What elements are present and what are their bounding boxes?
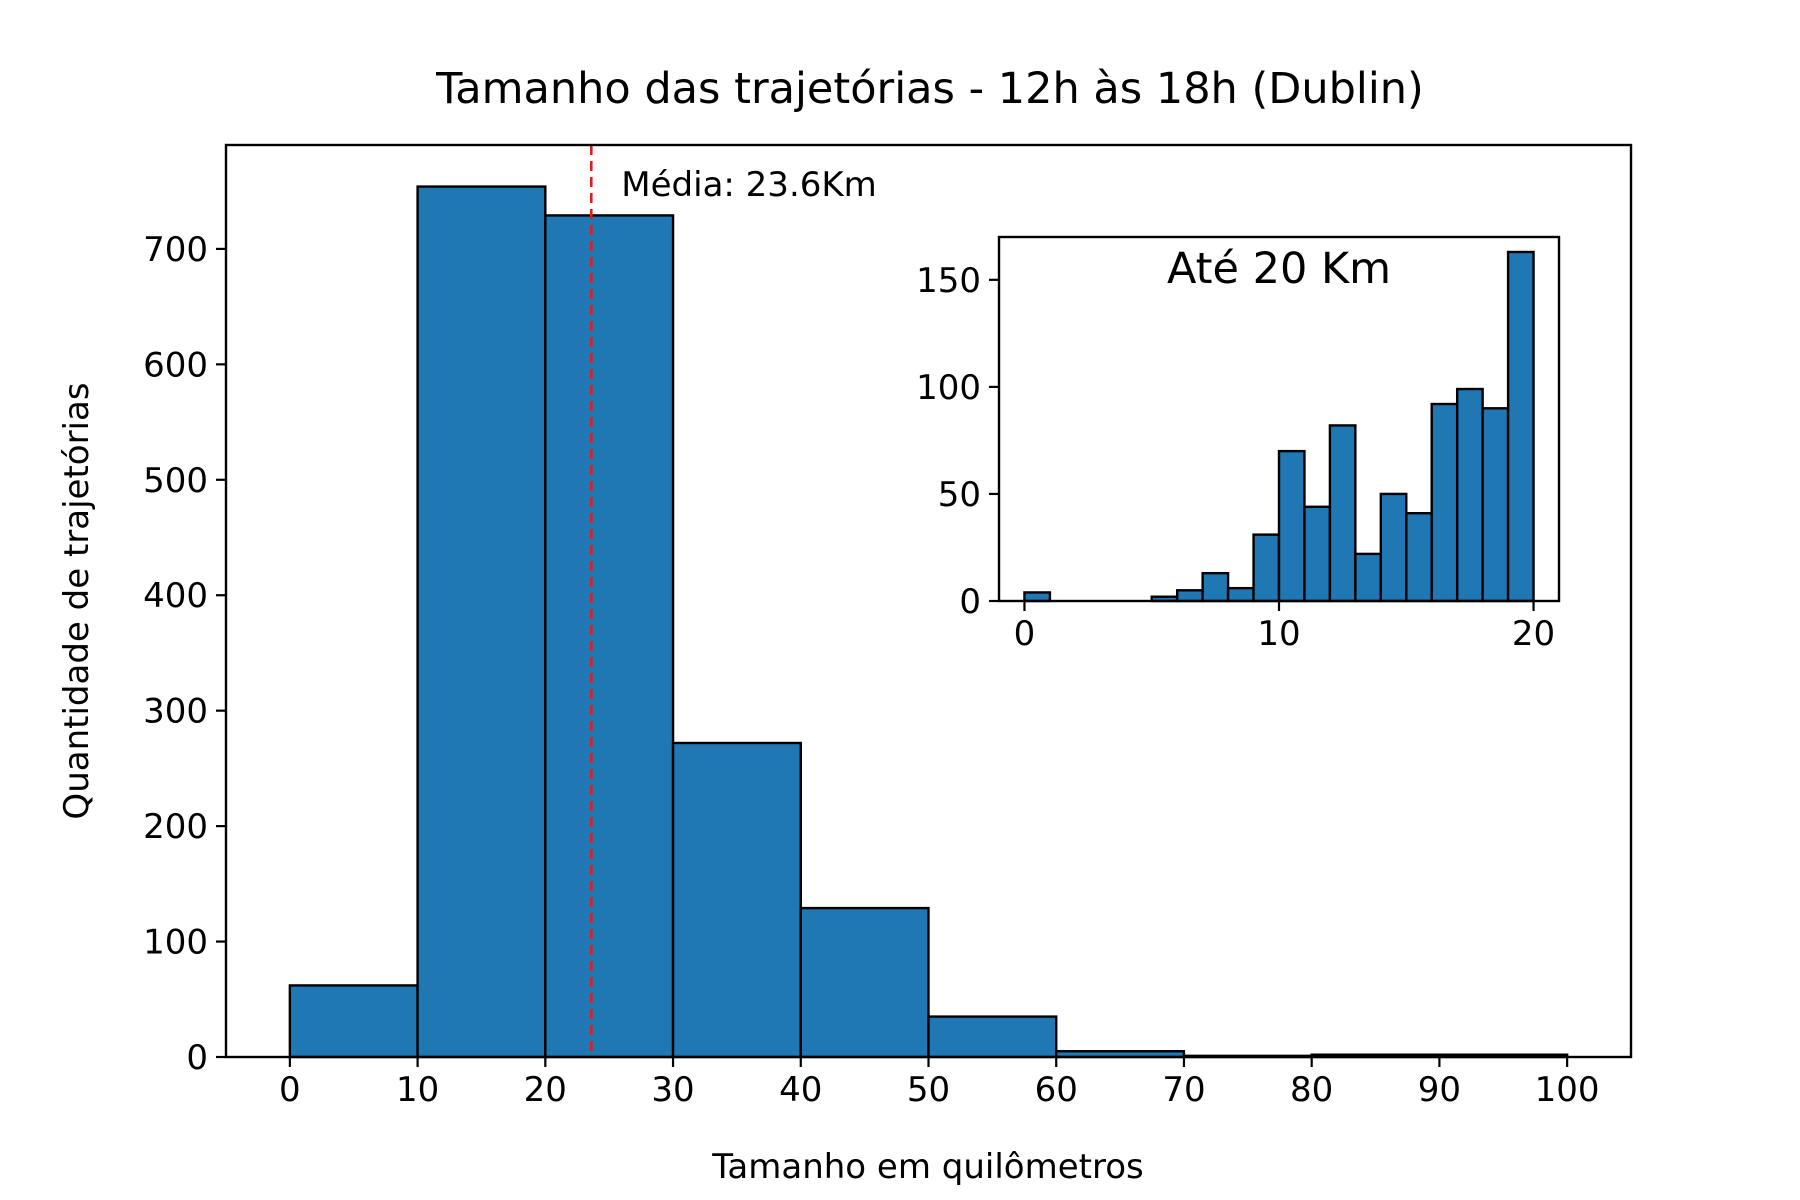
main-x-tick-label-3: 30 xyxy=(651,1070,694,1110)
x-axis-label: Tamanho em quilômetros xyxy=(711,1147,1143,1187)
inset-bar-19 xyxy=(1506,250,1535,603)
main-y-tick-label-0: 0 xyxy=(186,1038,208,1078)
inset-bar-7 xyxy=(1201,571,1230,603)
inset-x-tick-label-0: 0 xyxy=(1014,614,1036,654)
main-y-axis-ticks: 0 100 200 300 400 500 600 700 xyxy=(143,230,226,1078)
inset-y-tick-label-1: 50 xyxy=(938,475,981,515)
inset-y-tick-label-2: 100 xyxy=(916,368,981,408)
inset-plot-frame xyxy=(997,235,1561,603)
y-axis-label: Quantidade de trajetórias xyxy=(57,382,97,819)
inset-bar-8 xyxy=(1226,586,1255,603)
main-x-tick-label-8: 80 xyxy=(1290,1070,1333,1110)
inset-bar-0 xyxy=(1023,591,1052,603)
inset-bar-15 xyxy=(1405,512,1433,603)
main-bar-0 xyxy=(288,984,419,1059)
main-y-tick-label-3: 300 xyxy=(143,692,208,732)
inset-bar-16 xyxy=(1430,402,1459,603)
main-x-axis-ticks: 0 10 20 30 40 50 60 70 80 90 100 xyxy=(279,1057,1600,1110)
inset-bar-12 xyxy=(1328,424,1357,603)
main-bar-1 xyxy=(416,185,547,1059)
inset-y-tick-label-0: 0 xyxy=(959,582,981,622)
main-x-tick-label-7: 70 xyxy=(1162,1070,1205,1110)
main-x-tick-label-9: 90 xyxy=(1418,1070,1461,1110)
inset-x-tick-label-1: 10 xyxy=(1257,614,1300,654)
main-bar-2 xyxy=(544,214,675,1059)
main-x-tick-label-1: 10 xyxy=(396,1070,439,1110)
inset-bar-10 xyxy=(1277,449,1306,603)
inset-bar-14 xyxy=(1379,492,1408,603)
inset-bar-6 xyxy=(1175,589,1204,603)
inset-bar-13 xyxy=(1354,552,1383,603)
inset-bar-11 xyxy=(1303,505,1332,603)
inset-x-tick-label-2: 20 xyxy=(1512,614,1555,654)
inset-x-axis-ticks: 0 10 20 xyxy=(1014,601,1555,654)
inset-y-tick-label-3: 150 xyxy=(916,261,981,301)
main-x-tick-label-6: 60 xyxy=(1035,1070,1078,1110)
main-y-tick-label-1: 100 xyxy=(143,923,208,963)
main-y-tick-label-6: 600 xyxy=(143,345,208,385)
mean-label: Média: 23.6Km xyxy=(621,165,877,205)
main-x-tick-label-4: 40 xyxy=(779,1070,822,1110)
main-bar-4 xyxy=(799,906,930,1059)
main-x-tick-label-10: 100 xyxy=(1535,1070,1600,1110)
inset-bar-9 xyxy=(1252,533,1281,603)
inset-title: Até 20 Km xyxy=(1167,244,1391,294)
inset-y-axis-ticks: 0 50 100 150 xyxy=(916,261,999,622)
main-bar-5 xyxy=(927,1015,1058,1059)
main-y-tick-label-5: 500 xyxy=(143,461,208,501)
inset-bar-17 xyxy=(1455,387,1484,603)
main-y-tick-label-2: 200 xyxy=(143,807,208,847)
main-y-tick-label-7: 700 xyxy=(143,230,208,270)
main-y-tick-label-4: 400 xyxy=(143,576,208,616)
main-x-tick-label-0: 0 xyxy=(279,1070,301,1110)
inset-histogram-bars xyxy=(1023,250,1535,603)
main-plot-frame xyxy=(224,143,1633,1059)
main-histogram-bars xyxy=(288,185,1569,1059)
inset-bar-18 xyxy=(1481,407,1510,603)
chart-title: Tamanho das trajetórias - 12h às 18h (Du… xyxy=(435,64,1424,114)
main-bar-3 xyxy=(671,741,802,1059)
main-x-tick-label-2: 20 xyxy=(524,1070,567,1110)
main-x-tick-label-5: 50 xyxy=(907,1070,950,1110)
